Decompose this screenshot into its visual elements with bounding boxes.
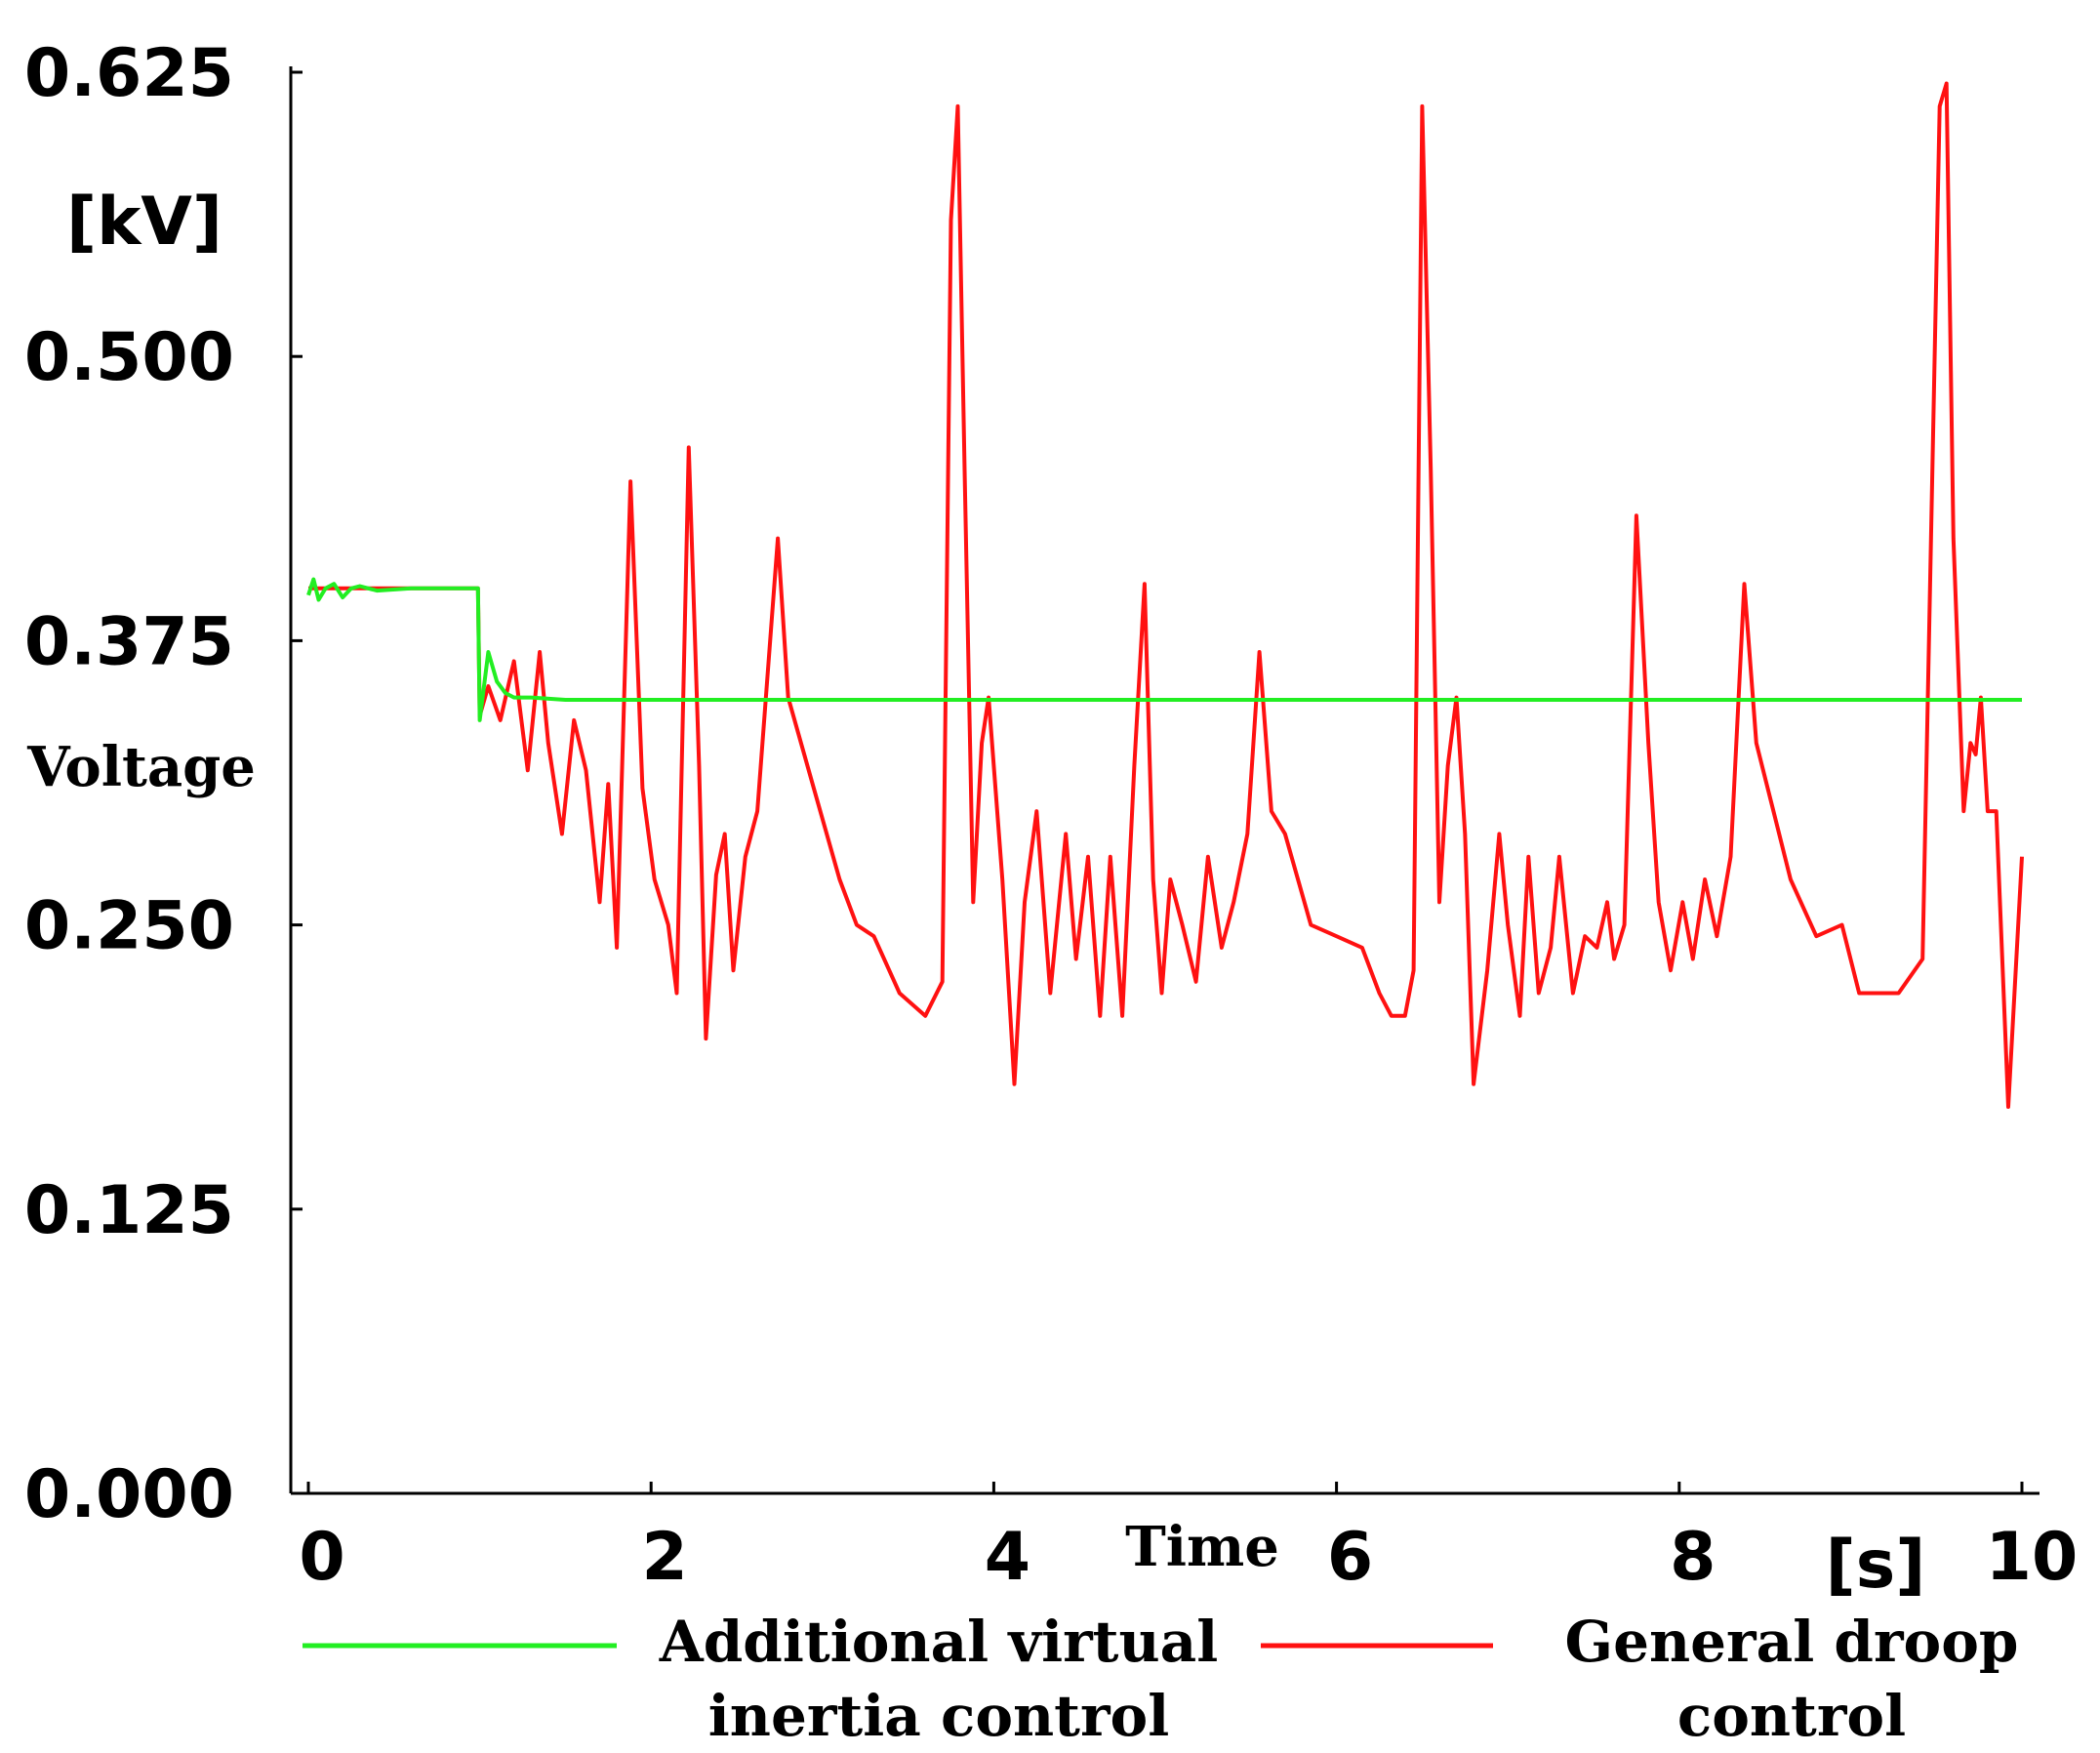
legend: Additional virtual inertia control Gener… [303, 1609, 2018, 1749]
y-axis-ticks: 0.000 0.125 0.250 0.375 0.500 0.625 [24, 35, 303, 1533]
x-tick-label: 4 [985, 1519, 1030, 1596]
x-axis-title: Time [1125, 1515, 1279, 1579]
x-tick-label: 10 [1986, 1519, 2079, 1596]
legend-label-general-droop-line1: General droop [1565, 1609, 2019, 1675]
series-layer [306, 81, 2024, 1109]
series-line-virtual-inertia [306, 577, 2022, 722]
y-tick-label: 0.375 [24, 603, 234, 680]
y-axis-title: Voltage [26, 735, 256, 799]
x-tick-label: 2 [642, 1519, 688, 1596]
y-tick-label: 0.000 [24, 1456, 234, 1533]
y-tick-label: 0.625 [24, 35, 234, 112]
y-axis-unit: [kV] [66, 183, 222, 261]
x-axis-unit: [s] [1826, 1527, 1926, 1604]
x-tick-label: 8 [1670, 1519, 1716, 1596]
x-axis-ticks: 0 2 4 6 8 10 [299, 1482, 2078, 1596]
y-tick-label: 0.125 [24, 1172, 234, 1249]
y-tick-label: 0.250 [24, 888, 234, 965]
legend-label-virtual-inertia-line2: inertia control [708, 1683, 1170, 1749]
y-tick-label: 0.500 [24, 319, 234, 396]
x-tick-label: 6 [1327, 1519, 1373, 1596]
legend-label-virtual-inertia-line1: Additional virtual [659, 1609, 1219, 1675]
series-line-general-droop [308, 81, 2024, 1109]
x-tick-label: 0 [299, 1519, 344, 1596]
legend-label-general-droop-line2: control [1677, 1683, 1906, 1749]
